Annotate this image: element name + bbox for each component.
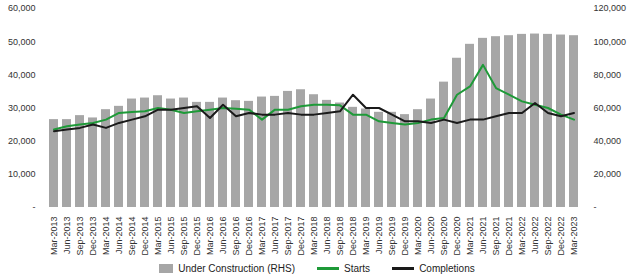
svg-text:Jun-2018: Jun-2018 — [322, 217, 332, 255]
svg-text:Mar-2014: Mar-2014 — [101, 217, 111, 256]
svg-text:Dec-2020: Dec-2020 — [452, 217, 462, 256]
svg-text:40,000: 40,000 — [594, 136, 622, 146]
svg-text:100,000: 100,000 — [594, 37, 627, 47]
svg-text:Sep-2020: Sep-2020 — [439, 217, 449, 256]
svg-text:Jun-2019: Jun-2019 — [374, 217, 384, 255]
svg-text:80,000: 80,000 — [594, 70, 622, 80]
svg-text:Jun-2022: Jun-2022 — [530, 217, 540, 255]
svg-text:30,000: 30,000 — [8, 103, 36, 113]
html-text:Starts: Starts — [344, 262, 371, 274]
svg-text:Sep-2013: Sep-2013 — [75, 217, 85, 256]
svg-text:Mar-2023: Mar-2023 — [569, 217, 579, 256]
svg-text:Dec-2018: Dec-2018 — [348, 217, 358, 256]
svg-text:Dec-2022: Dec-2022 — [556, 217, 566, 256]
svg-text:Mar-2022: Mar-2022 — [517, 217, 527, 256]
svg-text:Dec-2017: Dec-2017 — [296, 217, 306, 256]
svg-text:Mar-2020: Mar-2020 — [413, 217, 423, 256]
svg-text:Jun-2021: Jun-2021 — [478, 217, 488, 255]
html-text:Completions: Completions — [419, 262, 475, 274]
svg-text:Dec-2019: Dec-2019 — [400, 217, 410, 256]
svg-text:Mar-2018: Mar-2018 — [309, 217, 319, 256]
svg-text:Jun-2015: Jun-2015 — [166, 217, 176, 255]
svg-text:Jun-2013: Jun-2013 — [62, 217, 72, 255]
svg-text:Mar-2015: Mar-2015 — [153, 217, 163, 256]
svg-text:Sep-2016: Sep-2016 — [231, 217, 241, 256]
svg-text:Sep-2018: Sep-2018 — [335, 217, 345, 256]
svg-text:Jun-2014: Jun-2014 — [114, 217, 124, 255]
svg-text:60,000: 60,000 — [594, 103, 622, 113]
svg-text:Jun-2017: Jun-2017 — [270, 217, 280, 255]
html-text:Under Construction (RHS): Under Construction (RHS) — [178, 262, 295, 274]
svg-text:Mar-2017: Mar-2017 — [257, 217, 267, 256]
svg-text:Sep-2017: Sep-2017 — [283, 217, 293, 256]
svg-text:40,000: 40,000 — [8, 70, 36, 80]
svg-text:Dec-2015: Dec-2015 — [192, 217, 202, 256]
svg-text:Sep-2015: Sep-2015 — [179, 217, 189, 256]
svg-text:Sep-2021: Sep-2021 — [491, 217, 501, 256]
svg-text:Sep-2022: Sep-2022 — [543, 217, 553, 256]
svg-text:10,000: 10,000 — [8, 169, 36, 179]
svg-text:-: - — [33, 202, 36, 212]
svg-text:Mar-2016: Mar-2016 — [205, 217, 215, 256]
svg-text:Mar-2019: Mar-2019 — [361, 217, 371, 256]
svg-text:Jun-2020: Jun-2020 — [426, 217, 436, 255]
svg-text:Sep-2019: Sep-2019 — [387, 217, 397, 256]
svg-text:20,000: 20,000 — [8, 136, 36, 146]
svg-text:Mar-2013: Mar-2013 — [49, 217, 59, 256]
svg-text:Jun-2016: Jun-2016 — [218, 217, 228, 255]
svg-text:Mar-2021: Mar-2021 — [465, 217, 475, 256]
svg-text:Dec-2014: Dec-2014 — [140, 217, 150, 256]
svg-text:Dec-2013: Dec-2013 — [88, 217, 98, 256]
svg-text:-: - — [594, 202, 597, 212]
svg-text:120,000: 120,000 — [594, 3, 627, 13]
svg-text:60,000: 60,000 — [8, 3, 36, 13]
svg-text:50,000: 50,000 — [8, 37, 36, 47]
svg-text:Sep-2014: Sep-2014 — [127, 217, 137, 256]
svg-text:Dec-2016: Dec-2016 — [244, 217, 254, 256]
svg-text:Dec-2021: Dec-2021 — [504, 217, 514, 256]
svg-text:20,000: 20,000 — [594, 169, 622, 179]
